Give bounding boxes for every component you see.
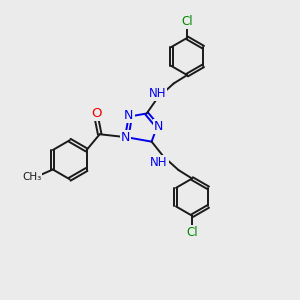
Text: CH₃: CH₃ (22, 172, 41, 182)
Text: NH: NH (150, 155, 168, 169)
Text: Cl: Cl (181, 15, 193, 28)
Text: NH: NH (148, 88, 166, 100)
Text: N: N (121, 131, 130, 144)
Text: Cl: Cl (186, 226, 198, 239)
Text: N: N (154, 120, 164, 133)
Text: N: N (124, 109, 134, 122)
Text: O: O (92, 107, 102, 120)
